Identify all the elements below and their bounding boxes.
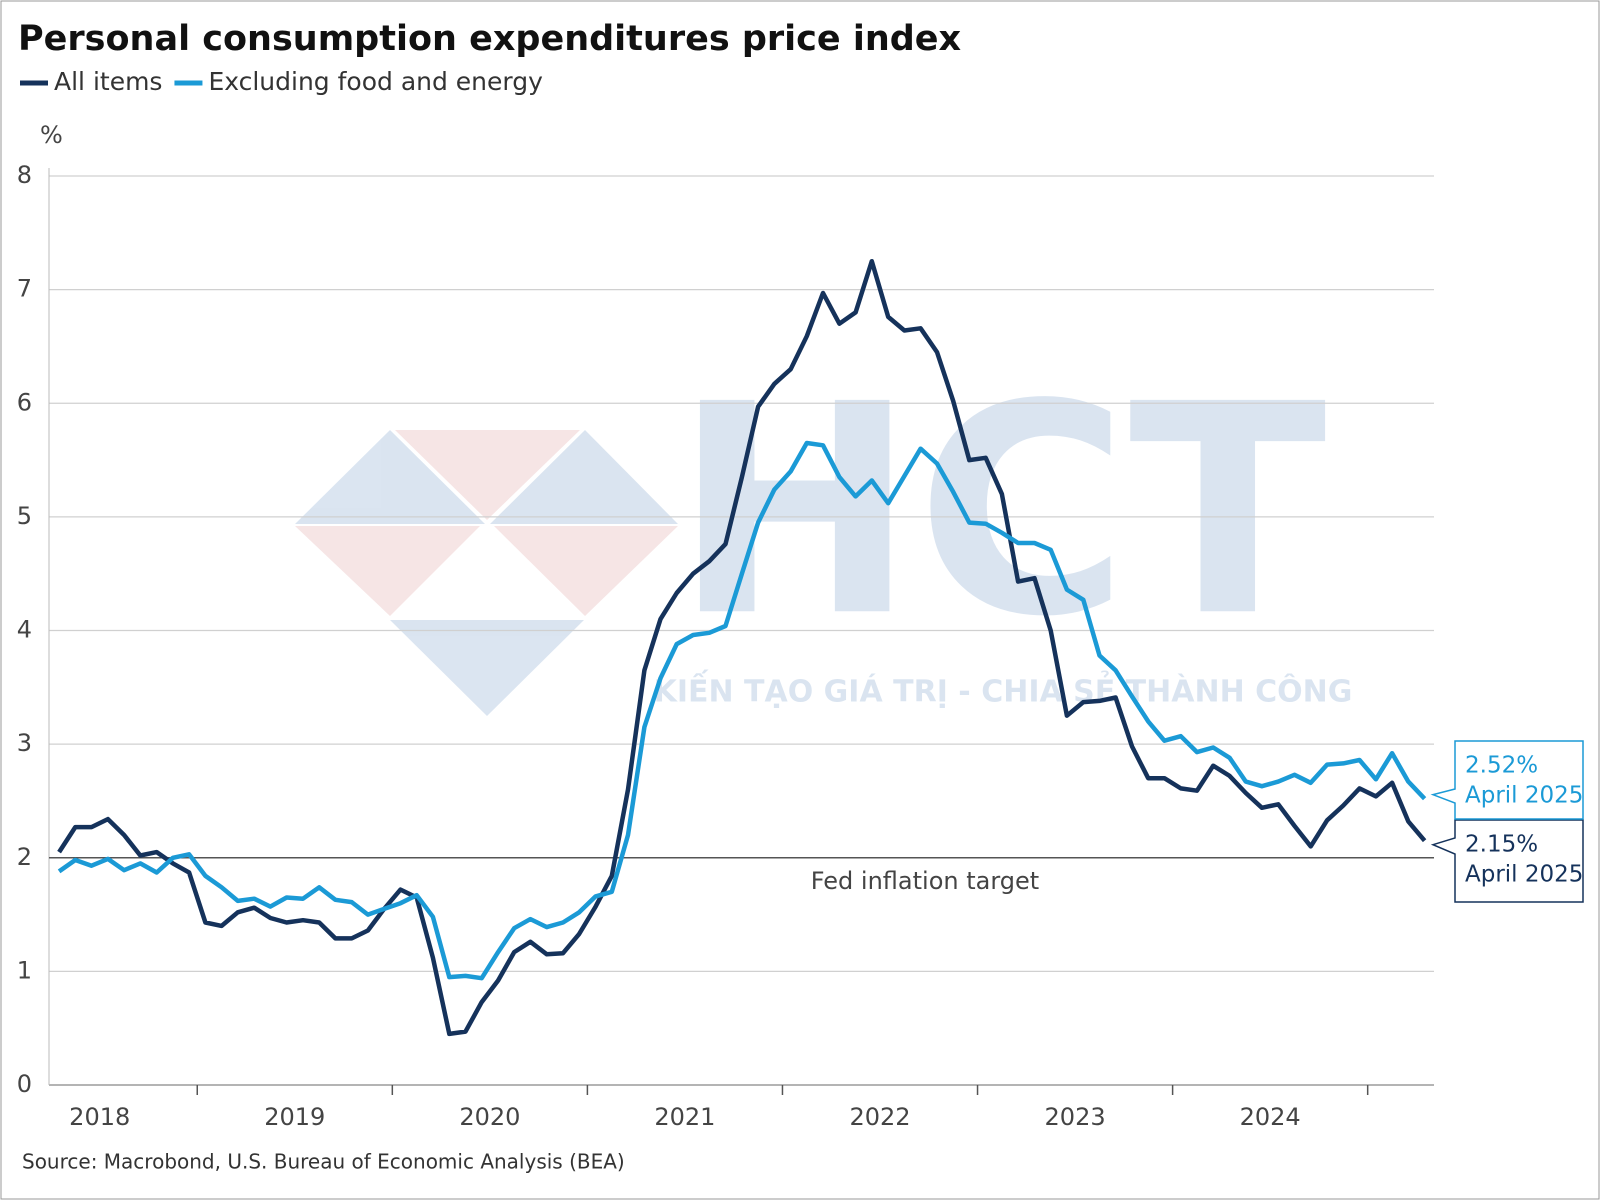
series-line	[57, 440, 1427, 981]
y-tick-label: 5	[17, 502, 32, 530]
y-tick-label: 6	[17, 388, 32, 416]
y-tick-label: 8	[17, 161, 32, 189]
watermark-logo: HCT	[673, 343, 1328, 680]
x-tick-label: 2021	[654, 1103, 715, 1131]
y-axis-label: %	[40, 121, 63, 149]
reference-label: Fed inflation target	[811, 867, 1039, 895]
x-tick-label: 2023	[1045, 1103, 1106, 1131]
x-tick-label: 2024	[1240, 1103, 1301, 1131]
callout-box	[1430, 740, 1584, 820]
y-tick-label: 1	[17, 956, 32, 984]
series-line	[57, 258, 1427, 1037]
y-tick-label: 3	[17, 729, 32, 757]
x-tick-label: 2019	[264, 1103, 325, 1131]
legend-label: Excluding food and energy	[208, 67, 543, 96]
y-tick-label: 2	[17, 843, 32, 871]
watermark: HCT KIẾN TẠO GIÁ TRỊ - CHIA SẺ THÀNH CÔN…	[295, 343, 1352, 716]
watermark-tagline: KIẾN TẠO GIÁ TRỊ - CHIA SẺ THÀNH CÔNG	[654, 670, 1353, 710]
callout-date: April 2025	[1465, 862, 1583, 888]
x-tick-label: 2020	[459, 1103, 520, 1131]
legend-label: All items	[54, 67, 162, 96]
callout-value: 2.52%	[1465, 753, 1538, 779]
callout-value: 2.15%	[1465, 832, 1538, 858]
x-tick-label: 2018	[69, 1103, 130, 1131]
chart-title: Personal consumption expenditures price …	[18, 19, 962, 59]
y-tick-label: 7	[17, 275, 32, 303]
callout-date: April 2025	[1465, 783, 1583, 809]
callout-box	[1430, 819, 1584, 903]
source: Source: Macrobond, U.S. Bureau of Econom…	[22, 1150, 625, 1174]
y-tick-label: 4	[17, 616, 32, 644]
y-tick-label: 0	[17, 1070, 32, 1098]
x-tick-label: 2022	[849, 1103, 910, 1131]
